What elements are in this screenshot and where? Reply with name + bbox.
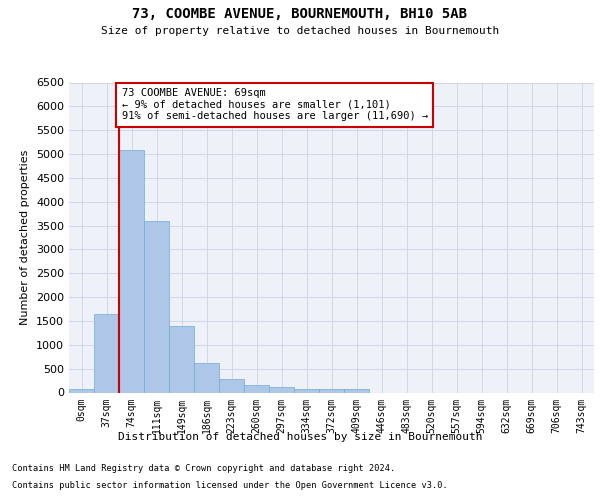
Bar [269,388,294,392]
Text: Size of property relative to detached houses in Bournemouth: Size of property relative to detached ho… [101,26,499,36]
Bar [344,390,369,392]
Bar [219,378,244,392]
Text: 73 COOMBE AVENUE: 69sqm
← 9% of detached houses are smaller (1,101)
91% of semi-: 73 COOMBE AVENUE: 69sqm ← 9% of detached… [121,88,428,122]
Y-axis label: Number of detached properties: Number of detached properties [20,150,31,325]
Text: Distribution of detached houses by size in Bournemouth: Distribution of detached houses by size … [118,432,482,442]
Bar [119,150,144,392]
Bar [294,388,319,392]
Bar [169,326,194,392]
Text: 73, COOMBE AVENUE, BOURNEMOUTH, BH10 5AB: 73, COOMBE AVENUE, BOURNEMOUTH, BH10 5AB [133,8,467,22]
Bar [94,314,119,392]
Bar [69,389,94,392]
Bar [244,386,269,392]
Bar [319,390,344,392]
Bar [144,221,169,392]
Text: Contains public sector information licensed under the Open Government Licence v3: Contains public sector information licen… [12,481,448,490]
Bar [194,363,219,392]
Text: Contains HM Land Registry data © Crown copyright and database right 2024.: Contains HM Land Registry data © Crown c… [12,464,395,473]
